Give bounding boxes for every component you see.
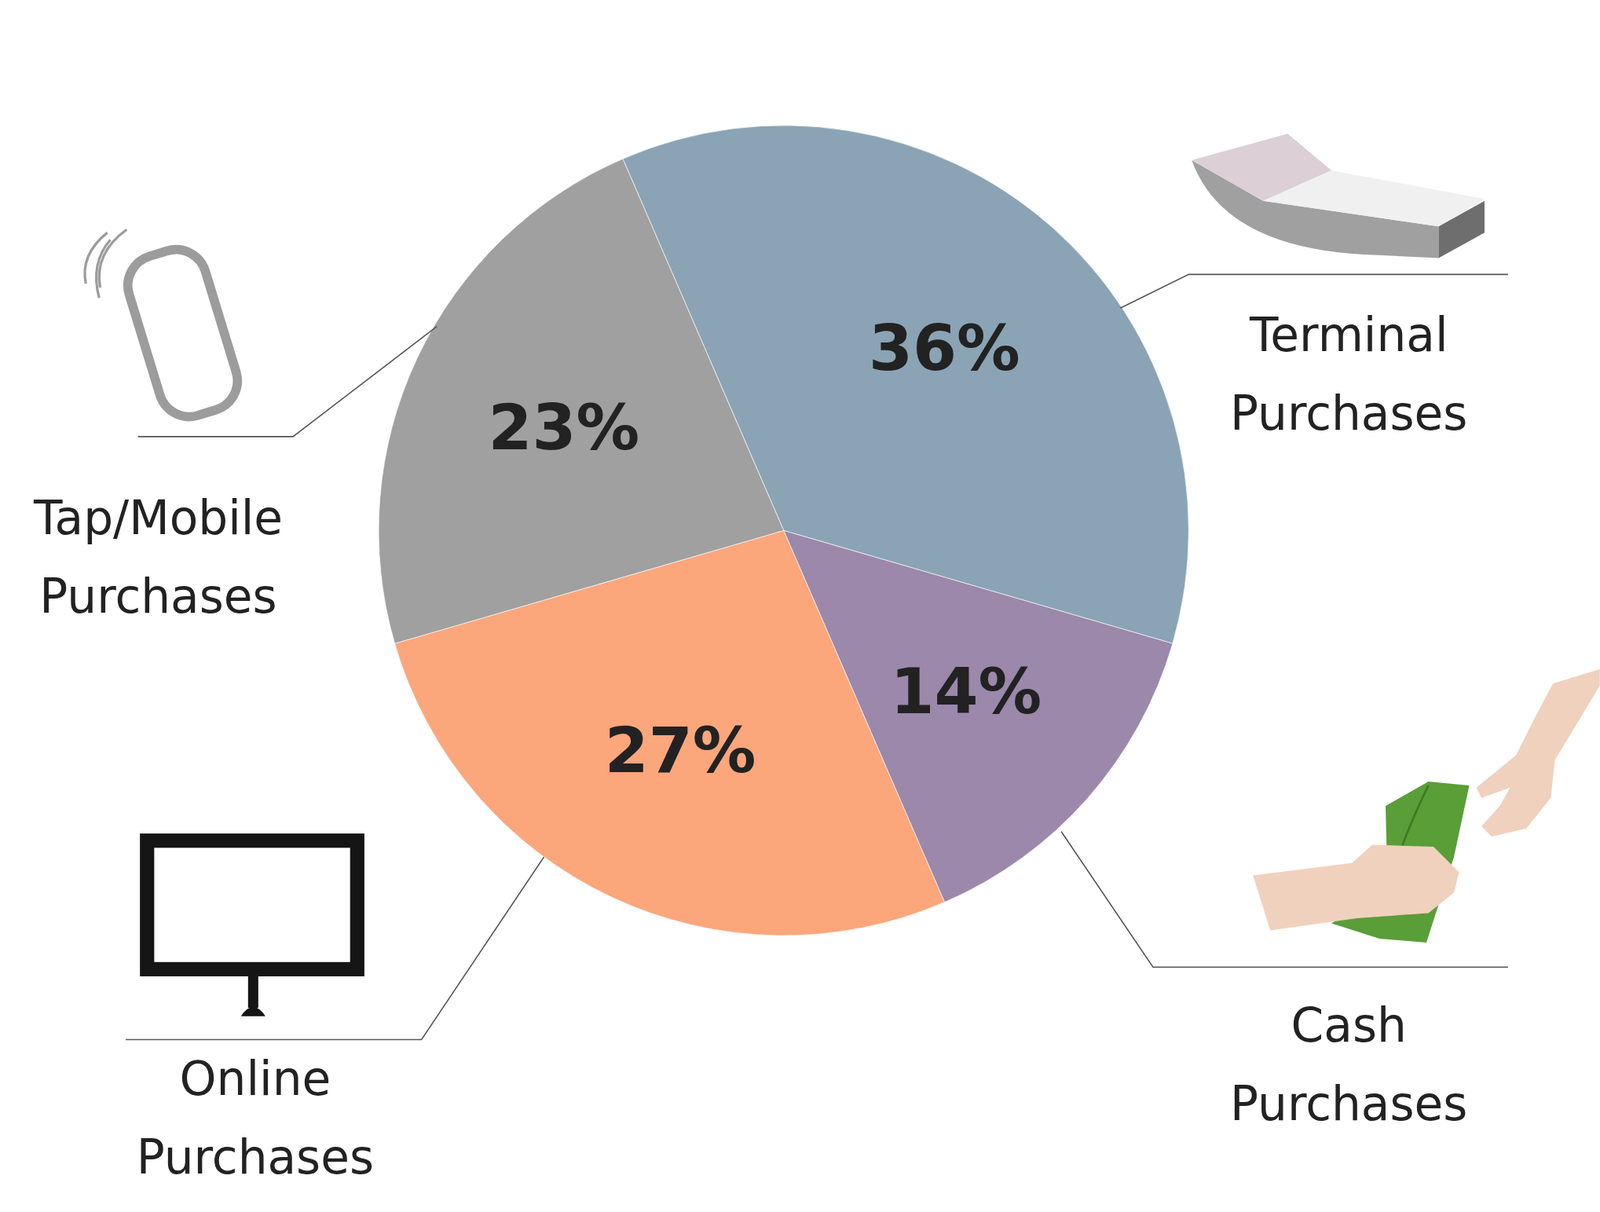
- category-label-line: Online: [179, 1050, 332, 1106]
- category-label: Online Purchases: [136, 1050, 374, 1184]
- category-label: Tap/Mobile Purchases: [32, 490, 283, 623]
- leader-line: [1120, 274, 1509, 308]
- category-label-line: Purchases: [1230, 1076, 1468, 1132]
- cash-fold: [1399, 785, 1428, 852]
- terminal-icon: [1191, 133, 1485, 258]
- phone-wave: [98, 229, 127, 288]
- data-label: 36%: [868, 311, 1021, 385]
- monitor-icon: [146, 840, 358, 1016]
- leader-line: [125, 856, 545, 1040]
- hand-receiving: [1476, 669, 1600, 837]
- data-label: 23%: [487, 390, 640, 465]
- pie-slice: [378, 158, 784, 644]
- phone-icon: [84, 229, 246, 425]
- category-label-line: Purchases: [1230, 386, 1468, 441]
- data-label: 14%: [889, 654, 1042, 729]
- monitor-screen: [146, 840, 358, 970]
- chart-container: 36% Terminal Purchases 14% Cash Purchases 27% O…: [0, 0, 1600, 1212]
- category-label-line: Tap/Mobile: [32, 490, 283, 545]
- hand-giving: [1252, 844, 1459, 930]
- terminal-top: [1263, 170, 1485, 227]
- category-label: Terminal Purchases: [1230, 307, 1468, 441]
- labels: 36% Terminal Purchases 14% Cash Purchases 27% O…: [32, 274, 1509, 1184]
- category-label-line: Terminal: [1248, 307, 1448, 363]
- cash-icon: [1252, 669, 1600, 943]
- data-label: 27%: [604, 713, 757, 788]
- leader-line: [1061, 831, 1509, 968]
- category-label: Cash Purchases: [1230, 998, 1468, 1132]
- leader-line: [138, 326, 438, 437]
- phone-body: [120, 241, 246, 425]
- monitor-stand: [248, 973, 259, 1008]
- category-label-line: Cash: [1291, 998, 1407, 1053]
- monitor-base: [241, 1006, 266, 1017]
- slices: [378, 125, 1189, 936]
- chart-svg: 36% Terminal Purchases 14% Cash Purchases 27% O…: [0, 0, 1600, 1212]
- phone-wave: [84, 232, 108, 284]
- category-label-line: Purchases: [39, 568, 277, 623]
- category-label-line: Purchases: [136, 1129, 374, 1184]
